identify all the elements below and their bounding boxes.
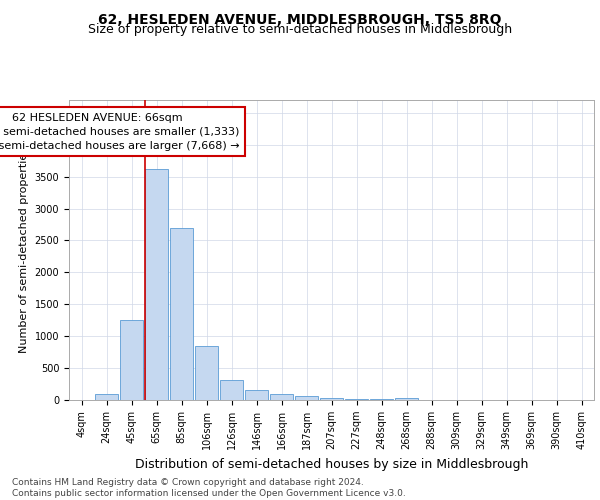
Bar <box>170 228 193 400</box>
Bar <box>95 394 118 400</box>
Y-axis label: Number of semi-detached properties: Number of semi-detached properties <box>19 147 29 353</box>
Text: 62 HESLEDEN AVENUE: 66sqm
← 15% of semi-detached houses are smaller (1,333)
  84: 62 HESLEDEN AVENUE: 66sqm ← 15% of semi-… <box>0 113 239 151</box>
Text: Size of property relative to semi-detached houses in Middlesbrough: Size of property relative to semi-detach… <box>88 22 512 36</box>
Text: 62, HESLEDEN AVENUE, MIDDLESBROUGH, TS5 8RQ: 62, HESLEDEN AVENUE, MIDDLESBROUGH, TS5 … <box>98 12 502 26</box>
Bar <box>345 398 368 400</box>
Bar <box>245 390 268 400</box>
Bar <box>120 320 143 400</box>
Bar <box>220 380 243 400</box>
Bar <box>295 396 318 400</box>
Bar <box>270 394 293 400</box>
Bar <box>395 398 418 400</box>
Bar <box>320 398 343 400</box>
Bar <box>145 169 168 400</box>
X-axis label: Distribution of semi-detached houses by size in Middlesbrough: Distribution of semi-detached houses by … <box>135 458 528 470</box>
Text: Contains HM Land Registry data © Crown copyright and database right 2024.
Contai: Contains HM Land Registry data © Crown c… <box>12 478 406 498</box>
Bar <box>195 346 218 400</box>
